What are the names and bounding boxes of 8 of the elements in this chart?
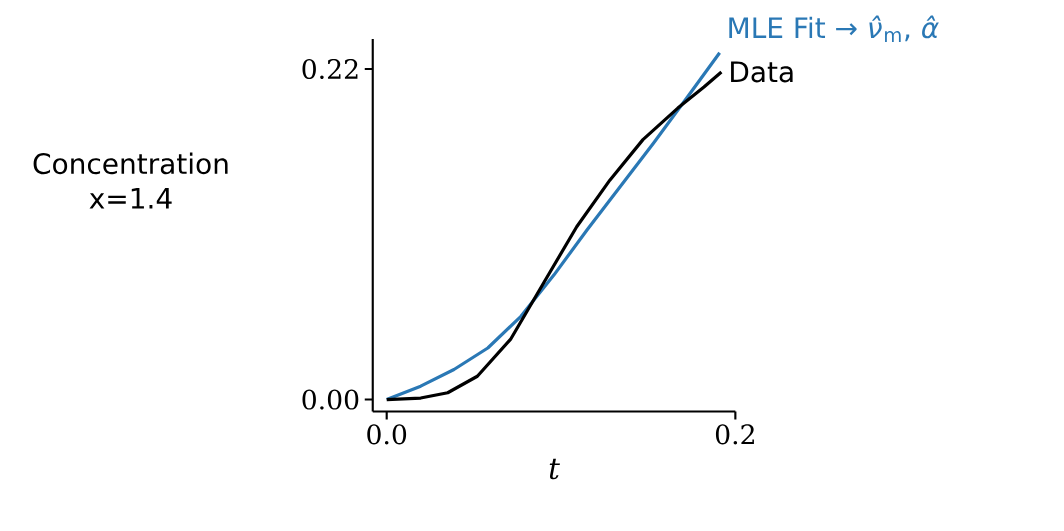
y-axis-title: Concentration x=1.4 bbox=[33, 152, 228, 209]
series-label: MLE Fit → ν̂$_{m}$, α̂ bbox=[729, 15, 939, 42]
x-tick-label: 0.0 bbox=[367, 424, 407, 445]
x-tick-label: 0.2 bbox=[715, 424, 754, 445]
series-label: Data bbox=[731, 61, 793, 83]
y-tick-label: 0.22 bbox=[302, 58, 358, 79]
y-tick-label: 0.00 bbox=[302, 389, 359, 410]
x-axis-title: t bbox=[549, 458, 560, 480]
